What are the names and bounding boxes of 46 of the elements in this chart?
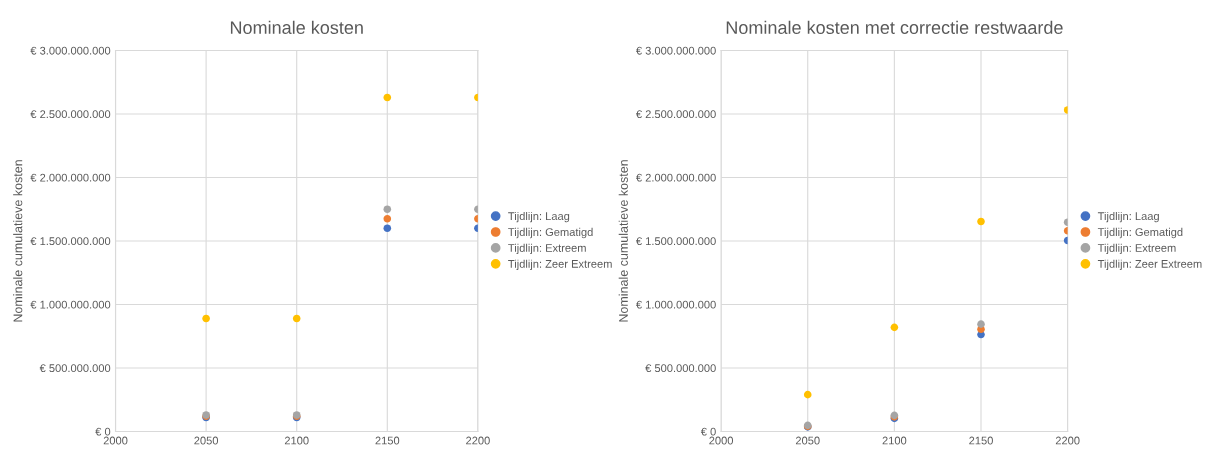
point [890,323,899,332]
y-tick-label: € 3.000.000.000 [30,46,111,55]
legend-label: Tijdlijn: Gematigd [508,227,593,239]
point [292,314,301,323]
x-tick-label: 2100 [284,436,309,445]
point [803,390,812,399]
x-tick-label: 2100 [882,436,907,445]
point [383,93,392,102]
point [383,224,392,233]
y-tick-label: € 0 [700,427,716,436]
y-tick-label: € 500.000.000 [645,364,716,373]
y-tick-label: € 2.500.000.000 [30,110,111,119]
legend-label: Tijdlijn: Gematigd [1097,227,1183,239]
y-tick-label: € 1.000.000.000 [30,300,111,309]
y-tick-label: € 0 [95,427,111,436]
y-tick-label: € 2.000.000.000 [636,173,716,182]
x-tick-label: 2150 [969,436,993,445]
legend-label: Tijdlijn: Zeer Extreem [508,259,612,271]
x-tick-label: 2200 [1055,436,1080,445]
y-tick-label: € 1.500.000.000 [636,237,716,246]
x-tick-label: 2000 [103,436,128,445]
point [977,217,985,226]
legend-label: Tijdlijn: Laag [1097,211,1159,223]
y-axis-title: Nominale cumulatieve kosten [13,160,23,322]
point [383,205,392,214]
y-tick-label: € 1.000.000.000 [636,300,716,309]
y-tick-label: € 2.000.000.000 [30,173,111,182]
point [202,314,210,323]
legend-label: Tijdlijn: Laag [508,211,570,223]
y-tick-label: € 1.500.000.000 [30,237,111,246]
legend-label: Tijdlijn: Zeer Extreem [1097,259,1202,271]
x-tick-label: 2050 [194,436,219,445]
chart-title: Nominale kosten met correctie restwaarde [726,20,1063,34]
y-axis-title: Nominale cumulatieve kosten [618,160,628,322]
y-tick-label: € 3.000.000.000 [636,46,716,55]
y-tick-label: € 2.500.000.000 [636,110,716,119]
x-tick-label: 2200 [466,436,490,445]
chart-title: Nominale kosten [230,20,363,34]
x-tick-label: 2150 [375,436,400,445]
y-tick-label: € 500.000.000 [39,364,111,373]
x-tick-label: 2050 [795,436,820,445]
point [977,320,985,328]
x-tick-label: 2000 [709,436,734,445]
legend-label: Tijdlijn: Extreem [508,243,586,255]
point [383,214,392,223]
legend-label: Tijdlijn: Extreem [1097,243,1176,255]
